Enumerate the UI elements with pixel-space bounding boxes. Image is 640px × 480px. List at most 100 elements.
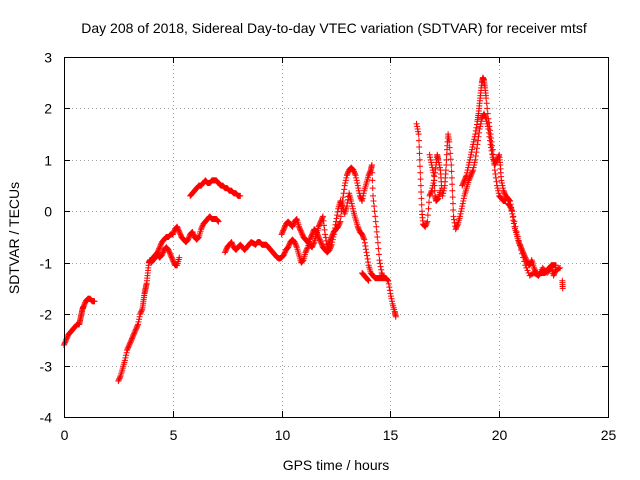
data-point xyxy=(125,343,132,350)
data-point xyxy=(198,225,205,231)
data-point xyxy=(333,215,340,222)
data-point xyxy=(185,236,191,243)
data-point xyxy=(384,276,391,283)
data-point xyxy=(126,340,133,347)
data-point xyxy=(386,284,393,291)
data-point xyxy=(417,163,423,170)
data-point xyxy=(511,218,518,225)
data-point xyxy=(365,277,372,284)
data-point xyxy=(449,181,456,188)
data-point xyxy=(223,246,230,253)
data-point xyxy=(516,242,523,249)
data-point xyxy=(428,162,435,168)
data-point xyxy=(372,218,379,225)
data-point xyxy=(443,162,450,168)
data-point xyxy=(374,234,381,240)
data-point xyxy=(507,204,514,211)
data-point xyxy=(373,228,380,235)
data-point xyxy=(513,228,520,235)
data-point xyxy=(515,237,522,244)
data-point xyxy=(486,123,493,130)
data-point xyxy=(317,219,324,226)
data-point xyxy=(416,150,423,157)
data-point xyxy=(186,234,193,240)
data-point xyxy=(123,352,129,359)
data-point xyxy=(459,182,466,189)
data-point xyxy=(469,144,476,150)
data-point xyxy=(491,167,498,174)
data-point xyxy=(342,180,349,186)
data-series xyxy=(61,74,566,384)
data-point xyxy=(360,235,367,242)
data-point xyxy=(339,198,346,204)
data-point xyxy=(308,232,315,239)
data-point xyxy=(450,200,456,207)
x-tick-label: 25 xyxy=(601,427,617,443)
data-point xyxy=(380,275,387,282)
data-point xyxy=(319,213,326,220)
data-point xyxy=(460,178,467,185)
data-point xyxy=(138,308,145,315)
data-point xyxy=(488,135,494,141)
data-point xyxy=(285,244,292,251)
data-point xyxy=(430,172,437,179)
data-point xyxy=(489,142,496,149)
data-point xyxy=(476,126,483,132)
data-point xyxy=(446,138,453,145)
x-tick-label: 10 xyxy=(275,427,291,443)
data-point xyxy=(348,198,355,204)
x-tick-label: 0 xyxy=(61,427,69,443)
data-point xyxy=(376,257,383,264)
y-tick-label: 0 xyxy=(44,204,52,220)
data-point xyxy=(349,203,356,210)
data-point xyxy=(448,162,455,168)
data-point xyxy=(337,218,344,225)
data-point xyxy=(416,144,423,150)
data-point xyxy=(448,168,455,175)
data-point xyxy=(522,262,529,269)
data-point xyxy=(524,267,531,274)
data-point xyxy=(175,226,182,233)
data-point xyxy=(417,182,424,189)
data-point xyxy=(508,207,515,213)
data-point xyxy=(360,190,367,197)
data-point xyxy=(426,199,432,206)
data-point xyxy=(321,222,327,229)
data-point xyxy=(362,246,369,253)
data-point xyxy=(377,263,384,270)
data-point xyxy=(423,219,430,226)
data-point xyxy=(167,252,174,258)
data-point xyxy=(469,168,476,175)
data-point xyxy=(355,226,362,233)
data-point xyxy=(435,159,442,166)
y-tick-label: -4 xyxy=(40,410,53,426)
x-axis-label: GPS time / hours xyxy=(283,457,390,473)
data-point xyxy=(364,252,370,259)
data-point xyxy=(365,172,372,179)
data-point xyxy=(376,251,382,258)
data-point xyxy=(449,194,456,201)
data-point xyxy=(424,218,431,225)
data-point xyxy=(437,187,444,194)
data-point xyxy=(470,164,477,171)
data-point xyxy=(343,174,350,181)
data-point xyxy=(447,156,454,163)
data-point xyxy=(369,169,376,176)
data-point xyxy=(370,192,376,199)
data-point xyxy=(292,241,299,248)
data-point xyxy=(447,150,454,157)
data-point xyxy=(194,235,201,242)
data-point xyxy=(281,250,288,257)
data-point xyxy=(177,231,184,238)
data-point xyxy=(489,151,496,158)
data-point xyxy=(158,252,165,258)
data-point xyxy=(385,277,392,284)
data-point xyxy=(489,146,496,153)
data-point xyxy=(280,227,287,234)
data-point xyxy=(427,191,434,198)
data-point xyxy=(339,203,345,210)
y-tick-label: -2 xyxy=(40,307,53,323)
data-point xyxy=(355,187,362,194)
data-point xyxy=(520,254,527,261)
data-point xyxy=(156,244,163,251)
